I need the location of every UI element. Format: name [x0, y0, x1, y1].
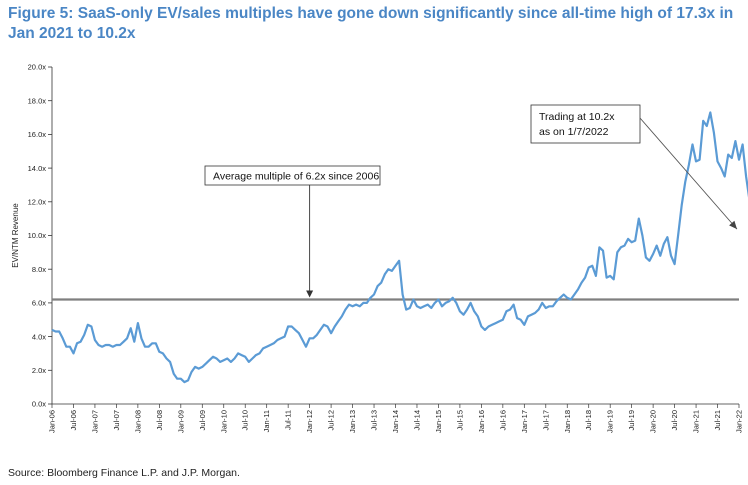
trading-annotation-box	[530, 104, 641, 144]
x-tick-label: Jan-07	[90, 410, 99, 433]
x-tick-label: Jul-15	[455, 410, 464, 430]
x-tick-label: Jan-09	[176, 410, 185, 433]
x-tick-label: Jul-14	[412, 410, 421, 430]
x-tick-label: Jul-17	[541, 410, 550, 430]
series-line-ev-ntm-revenue	[51, 111, 748, 384]
trading-annotation: Trading at 10.2x as on 1/7/2022	[530, 104, 738, 230]
average-annotation-box	[204, 165, 381, 186]
x-tick-label: Jul-13	[370, 410, 379, 430]
x-tick-label: Jan-17	[520, 410, 529, 433]
trading-annotation-line-2: as on 1/7/2022	[539, 126, 609, 138]
x-tick-label: Jul-09	[198, 410, 207, 430]
y-tick-label: 10.0x	[28, 231, 47, 240]
x-tick-label: Jul-21	[713, 410, 722, 430]
x-tick-label: Jan-15	[434, 410, 443, 433]
x-tick-label: Jul-19	[627, 410, 636, 430]
x-tick-label: Jan-18	[563, 410, 572, 433]
y-tick-label: 18.0x	[28, 96, 47, 105]
x-tick-label: Jul-16	[498, 410, 507, 430]
trading-annotation-arrow	[639, 117, 738, 230]
x-tick-label: Jul-18	[584, 410, 593, 430]
x-tick-label: Jul-12	[327, 410, 336, 430]
y-tick-label: 6.0x	[32, 299, 46, 308]
x-tick-label: Jan-19	[606, 410, 615, 433]
x-tick-label: Jan-16	[477, 410, 486, 433]
x-tick-label: Jul-08	[155, 410, 164, 430]
y-axis-title: EV/NTM Revenue	[11, 203, 20, 268]
x-tick-label: Jul-06	[69, 410, 78, 430]
y-tick-label: 0.0x	[32, 400, 46, 409]
average-annotation: Average multiple of 6.2x since 2006	[204, 165, 381, 298]
x-tick-label: Jul-20	[670, 410, 679, 430]
average-annotation-text: Average multiple of 6.2x since 2006	[213, 171, 379, 183]
x-tick-label: Jan-13	[348, 410, 357, 433]
x-tick-label: Jan-11	[262, 410, 271, 432]
trading-annotation-arrowhead	[729, 220, 737, 230]
x-tick-label: Jan-12	[305, 410, 314, 433]
x-tick-label: Jan-10	[219, 410, 228, 433]
x-tick-label: Jan-08	[133, 410, 142, 433]
y-tick-label: 14.0x	[28, 164, 47, 173]
y-tick-label: 20.0x	[28, 63, 47, 72]
y-tick-label: 12.0x	[28, 198, 47, 207]
y-tick-label: 8.0x	[32, 265, 46, 274]
figure-title: Figure 5: SaaS-only EV/sales multiples h…	[8, 5, 734, 42]
y-tick-label: 4.0x	[32, 332, 46, 341]
x-tick-label: Jan-22	[735, 410, 744, 433]
x-tick-label: Jan-14	[391, 410, 400, 433]
x-tick-label: Jul-11	[284, 410, 293, 430]
y-tick-label: 2.0x	[32, 366, 46, 375]
trading-annotation-line-1: Trading at 10.2x	[539, 111, 615, 123]
y-tick-label: 16.0x	[28, 130, 47, 139]
x-tick-label: Jan-20	[649, 410, 658, 433]
x-tick-label: Jul-07	[112, 410, 121, 430]
x-tick-label: Jan-06	[48, 410, 57, 433]
x-tick-label: Jan-21	[692, 410, 701, 433]
x-axis: Jan-06 Jul-06 Jan-07 Jul-07 Jan-08 Jul-08 Jan-…	[48, 403, 744, 433]
x-tick-label: Jul-10	[241, 410, 250, 430]
y-axis: 0.0x 2.0x 4.0x 6.0x 8.0x 10.0x 12.0x 14.0x 16.0x…	[28, 63, 53, 409]
source-note: Source: Bloomberg Finance L.P. and J.P. …	[8, 467, 240, 479]
average-annotation-arrowhead	[306, 290, 314, 298]
